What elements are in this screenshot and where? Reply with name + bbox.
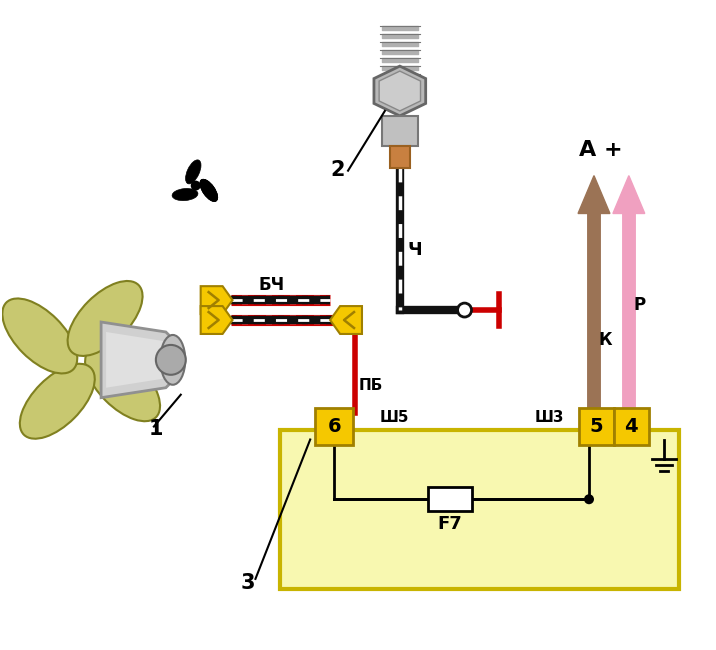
Text: К: К — [599, 331, 613, 349]
Text: ПБ: ПБ — [359, 378, 383, 393]
Circle shape — [458, 303, 472, 317]
Circle shape — [190, 181, 200, 190]
Text: 3: 3 — [241, 573, 255, 593]
Polygon shape — [200, 286, 233, 314]
Ellipse shape — [185, 160, 201, 184]
Ellipse shape — [2, 298, 77, 373]
Polygon shape — [101, 322, 176, 398]
Bar — [427, 488, 472, 511]
Text: 4: 4 — [624, 417, 638, 436]
Text: Р: Р — [634, 296, 646, 314]
Circle shape — [584, 494, 594, 504]
Circle shape — [156, 345, 185, 375]
Text: 2: 2 — [330, 160, 344, 179]
Ellipse shape — [67, 281, 142, 356]
Polygon shape — [374, 66, 426, 116]
Polygon shape — [613, 176, 645, 213]
Polygon shape — [379, 71, 420, 111]
Ellipse shape — [200, 179, 218, 202]
Bar — [579, 408, 614, 445]
Text: Ш5: Ш5 — [380, 410, 410, 424]
Text: БЧ: БЧ — [258, 276, 284, 294]
Text: А +: А + — [579, 140, 623, 160]
Text: Ш3: Ш3 — [534, 410, 563, 424]
Text: 6: 6 — [327, 417, 341, 436]
Polygon shape — [578, 176, 610, 213]
Ellipse shape — [85, 346, 160, 421]
Text: 5: 5 — [589, 417, 603, 436]
Text: Ч: Ч — [408, 241, 422, 259]
Polygon shape — [106, 332, 169, 388]
Ellipse shape — [160, 335, 185, 385]
Polygon shape — [330, 306, 362, 334]
Bar — [390, 146, 410, 168]
Bar — [382, 116, 417, 146]
Bar — [281, 430, 679, 589]
Bar — [614, 408, 649, 445]
Ellipse shape — [20, 364, 95, 439]
Polygon shape — [200, 306, 233, 334]
Ellipse shape — [172, 188, 198, 201]
Bar — [315, 408, 353, 445]
Ellipse shape — [200, 179, 218, 202]
Text: 1: 1 — [149, 419, 163, 439]
Text: F7: F7 — [437, 515, 462, 533]
